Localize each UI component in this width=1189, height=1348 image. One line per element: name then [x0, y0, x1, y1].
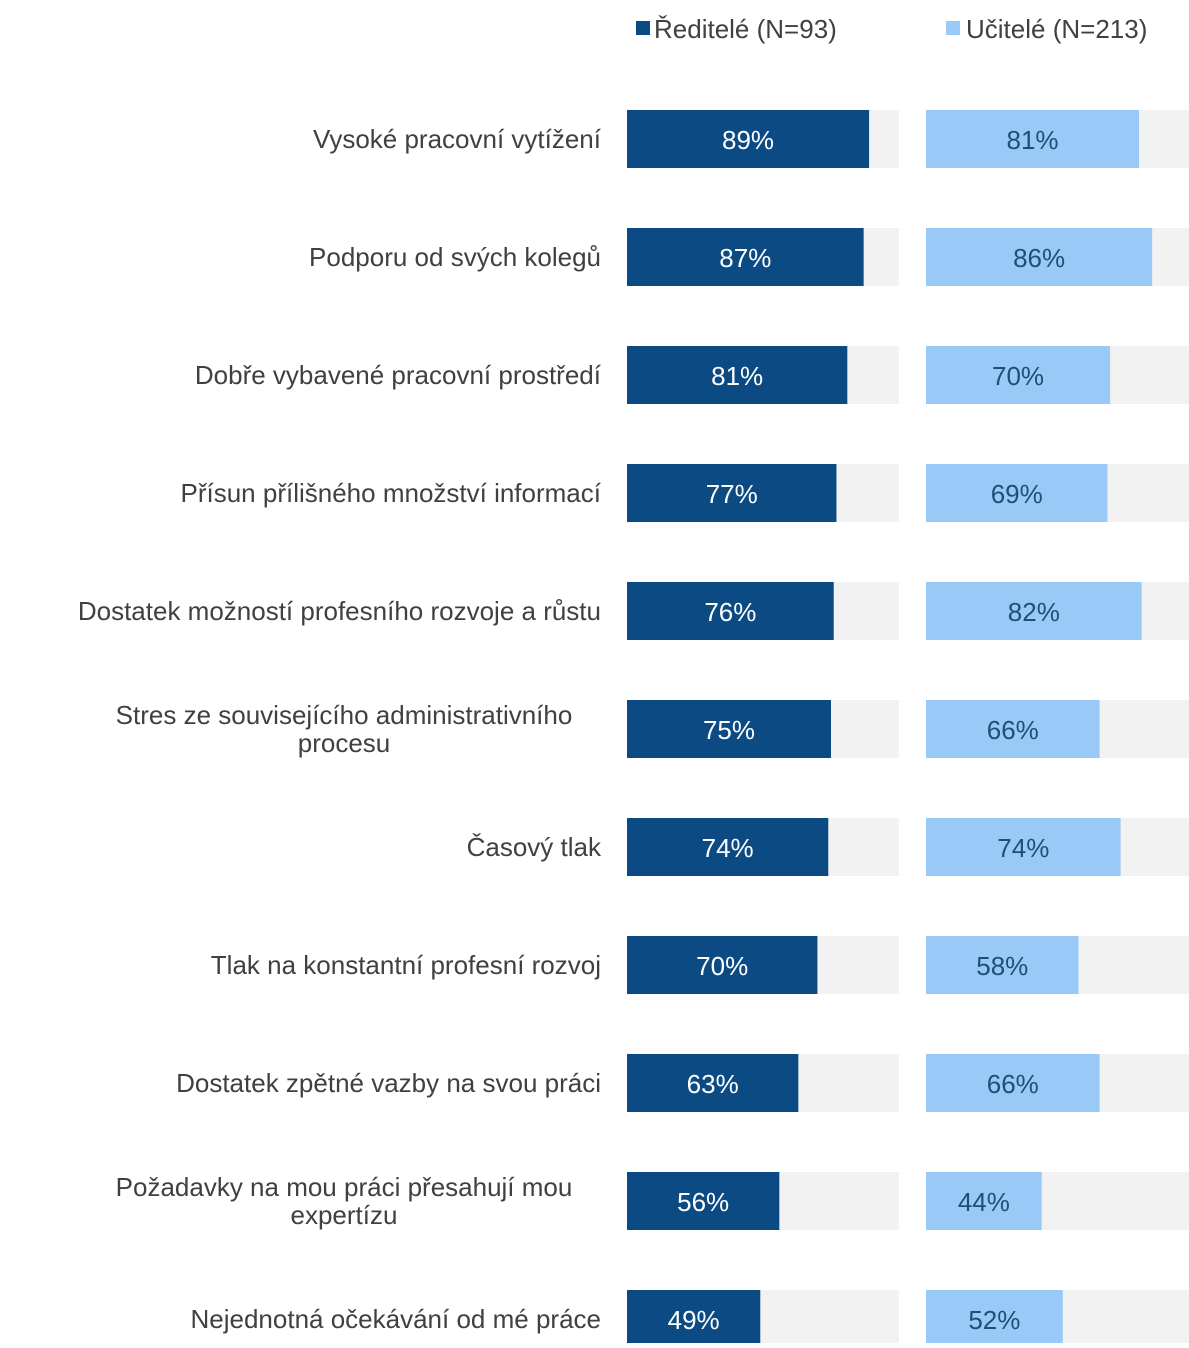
- data-label: 69%: [991, 479, 1043, 509]
- category-label: Dobře vybavené pracovní prostředí: [195, 360, 602, 390]
- bar: [926, 464, 1108, 522]
- bar: [926, 346, 1111, 404]
- bar: [627, 110, 870, 168]
- data-label: 86%: [1013, 243, 1065, 273]
- bar: [926, 700, 1100, 758]
- data-label: 74%: [702, 833, 754, 863]
- category-label: Dostatek zpětné vazby na svou práci: [176, 1068, 601, 1098]
- bar: [627, 1290, 761, 1348]
- legend: Ředitelé (N=93) Učitelé (N=213): [636, 14, 1147, 44]
- data-label: 81%: [711, 361, 763, 391]
- category-label: Vysoké pracovní vytížení: [313, 124, 602, 154]
- bar: [926, 582, 1142, 640]
- category-label: Přísun přílišného množství informací: [181, 478, 602, 508]
- data-label: 87%: [719, 243, 771, 273]
- series-panel-2: 81% 86% 70% 69% 82% 66% 74% 58% 66% 44% 52%: [926, 110, 1189, 1348]
- category-label: Stres ze souvisejícího administrativního: [116, 700, 573, 730]
- bar: [627, 582, 834, 640]
- data-label: 63%: [687, 1069, 739, 1099]
- legend-swatch: [946, 21, 960, 35]
- legend-label: Učitelé (N=213): [966, 14, 1147, 44]
- data-label: 89%: [722, 125, 774, 155]
- data-label: 75%: [703, 715, 755, 745]
- category-label: Časový tlak: [467, 832, 602, 862]
- data-label: 77%: [706, 479, 758, 509]
- data-label: 66%: [987, 715, 1039, 745]
- data-label: 70%: [696, 951, 748, 981]
- data-label: 52%: [968, 1305, 1020, 1335]
- data-label: 56%: [677, 1187, 729, 1217]
- category-label: expertízu: [291, 1200, 398, 1230]
- category-labels: Vysoké pracovní vytížení Podporu od svých…: [78, 124, 602, 1334]
- bar: [926, 1172, 1042, 1230]
- data-label: 70%: [992, 361, 1044, 391]
- legend-label: Ředitelé (N=93): [654, 14, 837, 44]
- data-label: 76%: [704, 597, 756, 627]
- bar: [627, 1172, 780, 1230]
- data-label: 49%: [668, 1305, 720, 1335]
- category-label: Požadavky na mou práci přesahují mou: [116, 1172, 573, 1202]
- bar: [926, 110, 1140, 168]
- data-label: 74%: [997, 833, 1049, 863]
- bar: [627, 228, 864, 286]
- bar: [926, 1054, 1100, 1112]
- category-label: Tlak na konstantní profesní rozvoj: [211, 950, 601, 980]
- data-label: 44%: [958, 1187, 1010, 1217]
- bar: [627, 818, 829, 876]
- bar: [926, 818, 1121, 876]
- bar: [627, 936, 818, 994]
- data-label: 66%: [987, 1069, 1039, 1099]
- category-label: Podporu od svých kolegů: [309, 242, 601, 272]
- data-label: 81%: [1006, 125, 1058, 155]
- bar: [627, 346, 848, 404]
- bar: [926, 228, 1153, 286]
- data-label: 58%: [976, 951, 1028, 981]
- bar: [627, 464, 837, 522]
- data-label: 82%: [1008, 597, 1060, 627]
- legend-swatch: [636, 21, 650, 35]
- bar: [627, 1054, 799, 1112]
- category-label: Dostatek možností profesního rozvoje a r…: [78, 596, 601, 626]
- bar-panels: 89% 87% 81% 77% 76% 75% 74% 70% 63% 56% 49% 81% 86% 7…: [627, 110, 1189, 1348]
- bar: [627, 700, 831, 758]
- bar: [926, 936, 1079, 994]
- category-label: procesu: [298, 728, 391, 758]
- bar: [926, 1290, 1063, 1348]
- category-label: Nejednotná očekávání od mé práce: [191, 1304, 602, 1334]
- series-panel-1: 89% 87% 81% 77% 76% 75% 74% 70% 63% 56% 49%: [627, 110, 899, 1348]
